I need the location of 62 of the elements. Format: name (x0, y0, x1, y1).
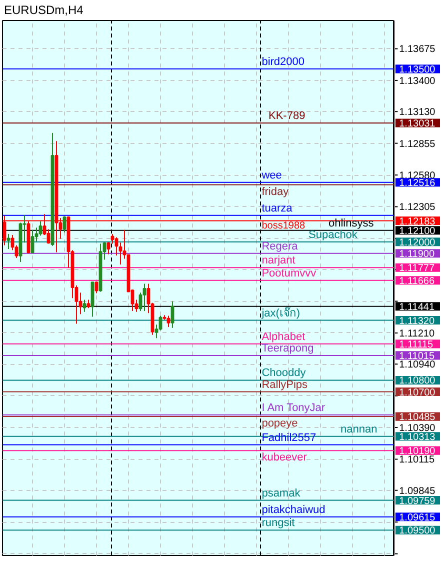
y-tick-label: 1.13130 (399, 107, 436, 118)
ref-line-label: rungsit (262, 517, 295, 530)
candlestick (106, 241, 110, 255)
ref-line-label: popeye (262, 418, 298, 430)
text: 1.11441 (399, 302, 435, 313)
text: 1.11777 (399, 263, 435, 274)
text: 1.11320 (399, 316, 435, 327)
ref-line-label: friday (262, 186, 290, 198)
y-tick-label: 1.10115 (399, 454, 435, 466)
candlestick (94, 282, 98, 294)
ref-line-label: bird2000 (262, 56, 305, 68)
y-tick-label: 1.12855 (399, 138, 436, 150)
candlestick (6, 234, 10, 250)
y-tick-label: 1.10940 (399, 360, 436, 371)
candlestick (170, 300, 174, 328)
text: 1.11115 (399, 339, 434, 350)
ref-line-label: Alphabet (262, 330, 306, 343)
ref-line-label: kubeever (262, 452, 308, 464)
ref-line-label: tuarza (262, 202, 294, 214)
candlestick (82, 299, 86, 312)
text: 1.10800 (399, 376, 436, 387)
ref-line-label: Supachok (308, 228, 358, 241)
text: 1.12183 (399, 216, 436, 228)
text: 1.13500 (399, 64, 436, 76)
y-tick-label: 1.10390 (399, 423, 436, 434)
ref-line-label: psamak (262, 487, 301, 500)
ref-line-label: I Am TonyJar (262, 402, 326, 414)
ref-line-label: narjant (262, 254, 296, 267)
y-tick-label: 1.11210 (399, 328, 435, 340)
ref-line-label: wee (260, 169, 282, 182)
candlestick (118, 242, 122, 265)
y-tick-label: 1.09845 (399, 486, 436, 497)
ref-line-label: Pootumvvv (262, 267, 317, 280)
ref-line-label: pitakchaiwud (262, 504, 326, 516)
text: 1.09500 (399, 526, 436, 537)
text: 1.10700 (399, 387, 436, 398)
ref-line-label: boss1988 (262, 220, 306, 232)
candlestick (110, 234, 114, 244)
ref-line-label: Regera (262, 240, 299, 252)
text: 1.11900 (399, 248, 435, 260)
ref-line-label: Teerapong (262, 342, 314, 354)
text: 1.10313 (399, 432, 436, 443)
chart-title: EURUSDm,H4 (4, 2, 84, 19)
text: 1.09615 (399, 512, 436, 524)
candlestick (166, 315, 170, 328)
ref-line-label: jax(เจ๊ก) (260, 306, 300, 320)
y-tick-label: 1.12305 (399, 202, 436, 214)
text: 1.11666 (399, 276, 435, 287)
text: 1.11015 (399, 350, 435, 362)
y-tick-label: 1.13675 (399, 44, 436, 56)
text: 1.13031 (399, 118, 436, 130)
candlestick (142, 283, 146, 312)
ref-line-label: nannan (340, 423, 378, 436)
text: 1.12000 (399, 237, 436, 248)
text: 1.10485 (399, 412, 436, 424)
ref-line-label: ohlinsyss (328, 217, 374, 230)
ref-line-label: Chooddy (262, 367, 306, 380)
text: 1.12100 (399, 226, 436, 237)
ref-line-label: RallyPips (262, 378, 308, 391)
y-tick-label: 1.13400 (399, 76, 436, 87)
ref-line-label: KK-789 (268, 110, 306, 122)
text: 1.09759 (399, 496, 436, 507)
